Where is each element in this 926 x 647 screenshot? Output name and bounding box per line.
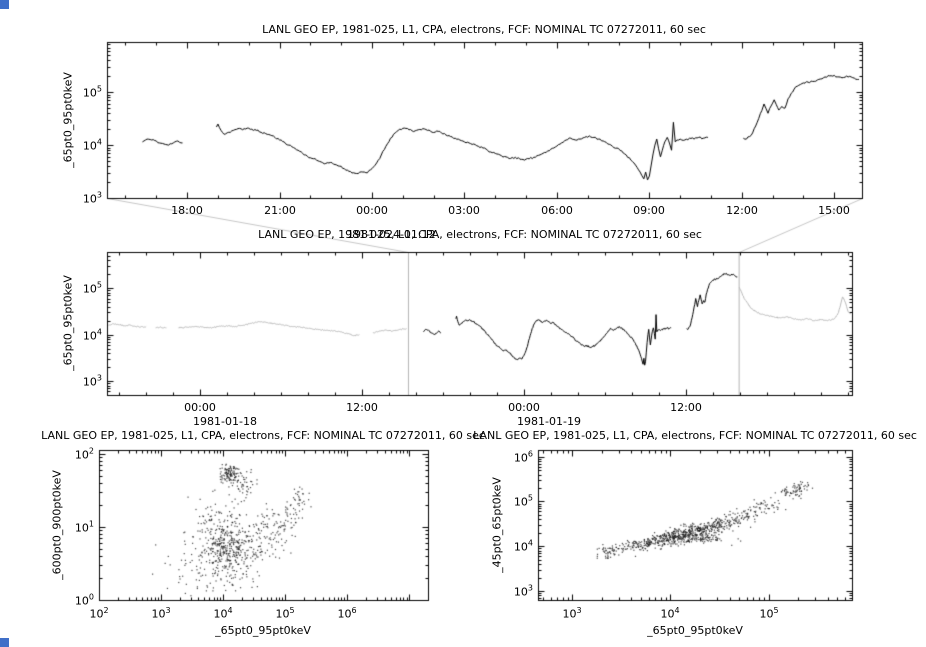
corner-marker-bottom-left (0, 638, 9, 647)
corner-marker-top-left (0, 0, 9, 9)
